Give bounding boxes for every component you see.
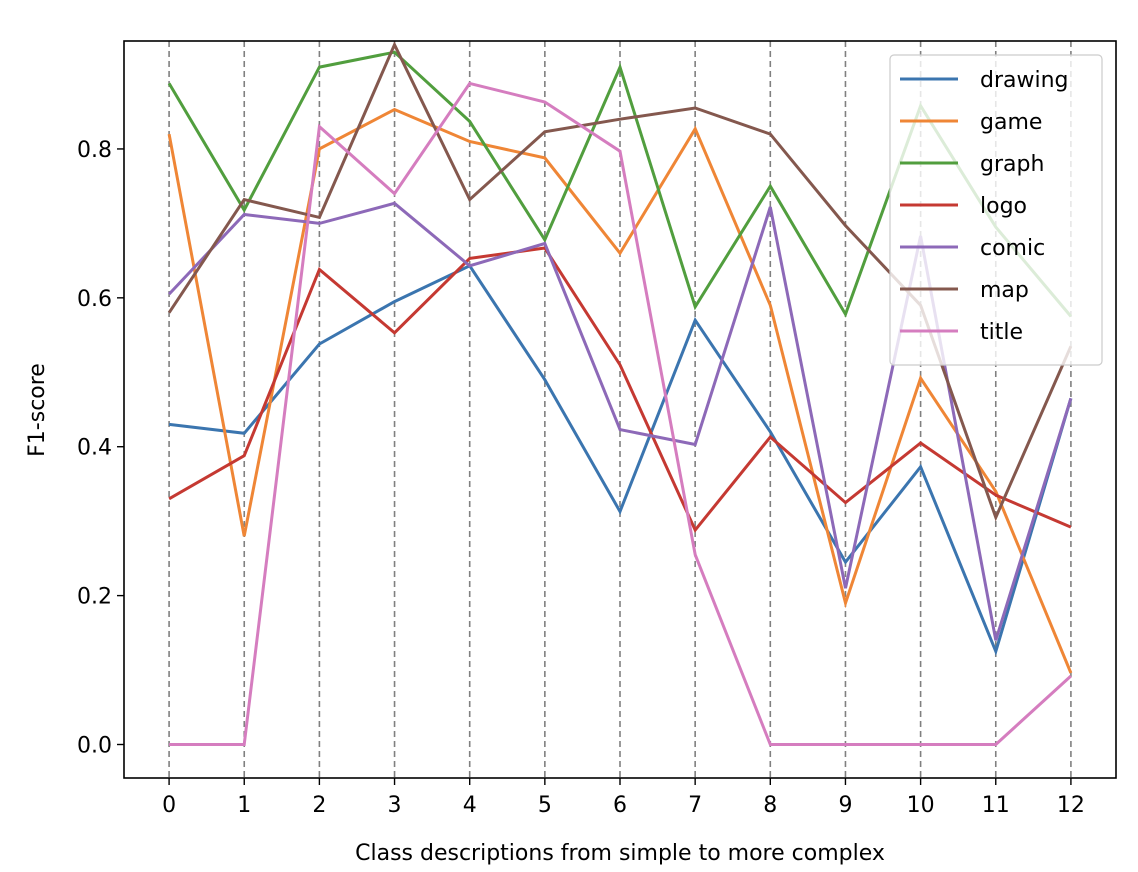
y-tick-label: 0.8 [77, 138, 112, 163]
x-tick-label: 4 [463, 793, 477, 818]
x-tick-label: 9 [838, 793, 852, 818]
legend-label-map: map [980, 278, 1029, 303]
legend-label-graph: graph [980, 152, 1044, 177]
x-tick-label: 5 [538, 793, 552, 818]
y-tick-label: 0.6 [77, 287, 112, 312]
x-tick-label: 12 [1057, 793, 1085, 818]
series-line-title [169, 81, 1072, 746]
y-tick-label: 0.0 [77, 734, 112, 759]
series-line-drawing [168, 263, 1073, 656]
x-axis-ticks: 0 1 2 3 4 5 6 7 8 9 10 11 12 [162, 778, 1085, 818]
legend-label-comic: comic [980, 236, 1045, 261]
series-line-logo [168, 246, 1072, 533]
series-line-game [167, 107, 1073, 674]
x-tick-label: 7 [688, 793, 702, 818]
legend-label-logo: logo [980, 194, 1027, 219]
x-tick-label: 11 [982, 793, 1010, 818]
x-axis-label: Class descriptions from simple to more c… [355, 841, 885, 866]
y-axis-label: F1-score [25, 363, 50, 457]
x-tick-label: 0 [162, 793, 176, 818]
x-tick-label: 2 [312, 793, 326, 818]
legend-label-game: game [980, 110, 1042, 135]
legend-label-title: title [980, 320, 1023, 345]
x-tick-label: 10 [907, 793, 935, 818]
x-tick-label: 8 [763, 793, 777, 818]
x-tick-label: 3 [388, 793, 402, 818]
x-tick-label: 1 [237, 793, 251, 818]
legend: drawing game graph logo comic map title [889, 54, 1103, 366]
y-tick-label: 0.2 [77, 585, 112, 610]
x-tick-label: 6 [613, 793, 627, 818]
y-tick-label: 0.4 [77, 436, 112, 461]
legend-label-drawing: drawing [980, 68, 1069, 93]
y-axis-ticks: 0.0 0.2 0.4 0.6 0.8 [77, 138, 124, 759]
